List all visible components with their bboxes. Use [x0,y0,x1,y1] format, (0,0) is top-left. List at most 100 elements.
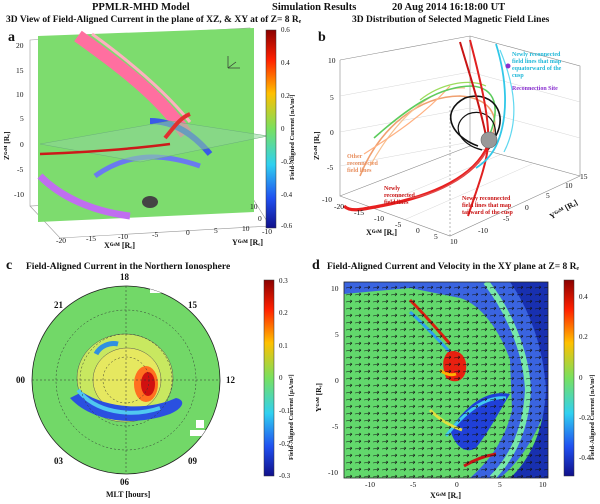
panel-a-title: 3D View of Field-Aligned Current in the … [6,15,302,25]
a-x-tick: -10 [118,232,128,241]
ann-reconnection-site: Reconnection Site [512,86,558,92]
mlt-label: 03 [54,456,63,466]
other-field-lines [359,95,496,177]
b-z-tick: -10 [322,195,332,204]
b-x-label: Xᴳˢᴹ [Rₑ] [366,228,397,237]
ann-newly-reconnected: Newly reconnected field lines [384,186,415,206]
b-y-tick: 15 [580,172,588,181]
a-x-tick: 0 [186,228,190,237]
a-y-label: Yᴳˢᴹ [Rₑ] [232,238,263,247]
c-cb-tick: 0.3 [279,277,288,285]
a-colorbar-label: Field-Aligned Current [nA/m²] [289,94,296,180]
ann-tailward: Newly reconnected field lines that map t… [462,196,513,216]
c-cb-tick: -0.3 [279,472,291,480]
a-cb-tick: -0.6 [281,222,293,230]
d-y-label: Yᴳˢᴹ [Rₑ] [314,382,323,412]
b-x-tick: 5 [434,232,438,241]
mlt-label: 18 [120,272,129,282]
d-cb-tick: 0.4 [579,293,588,301]
d-y-tick: 5 [335,330,339,339]
model-title: PPMLR-MHD Model [92,2,190,13]
d-y-tick: -10 [328,468,338,477]
b-x-tick: -20 [334,202,344,211]
mlt-axis-label: MLT [hours] [106,490,151,499]
d-cb-tick: -0.4 [579,454,591,462]
d-colorbar-label: Field-Aligned Current [nA/m²] [589,374,596,460]
b-y-tick: 0 [525,203,529,212]
b-y-tick: -5 [503,214,510,223]
closed-field-lines [449,95,501,149]
mlt-label: 21 [54,300,63,310]
d-cb-tick: 0 [579,374,583,382]
b-z-tick: 10 [328,56,336,65]
mlt-label: 06 [120,477,129,487]
a-z-tick: -10 [14,190,24,199]
a-cb-tick: 0.2 [281,92,290,100]
cyan-field-lines [475,43,506,169]
ann-cyan-lines: Newly reconnected field lines that map e… [512,52,562,79]
panel-b-figure [339,35,581,237]
earth [142,196,158,208]
a-x-label: Xᴳˢᴹ [Rₑ] [104,241,135,250]
a-y-tick: 10 [250,202,258,211]
colorbar-d [563,279,575,477]
d-x-tick: -10 [365,480,375,489]
c-cb-tick: -0.1 [279,407,291,415]
panel-b-title: 3D Distribution of Selected Magnetic Fie… [352,15,550,25]
c-cb-tick: 0 [279,374,283,382]
d-cb-tick: 0.2 [579,333,588,341]
b-z-tick: 5 [330,93,334,102]
a-cb-tick: -0.2 [281,158,293,166]
mlt-label: 09 [188,456,197,466]
d-cb-tick: -0.2 [579,414,591,422]
b-y-tick: 5 [546,191,550,200]
reconnection-site-marker [505,63,511,69]
a-z-tick: -5 [17,165,24,174]
current-arc-pink [74,30,192,138]
b-z-tick: -5 [327,163,334,172]
c-cb-tick: 0.2 [279,309,288,317]
colorbar-a [265,29,277,229]
mlt-label: 15 [188,300,197,310]
a-x-tick: -5 [152,230,159,239]
panel-c-letter: c [6,258,13,273]
a-y-tick: 0 [258,214,262,223]
mlt-label: 12 [226,375,235,385]
b-y-tick: -10 [478,226,488,235]
panel-d-title: Field-Aligned Current and Velocity in th… [327,262,579,272]
d-x-tick: 0 [455,480,459,489]
panel-c-title: Field-Aligned Current in the Northern Io… [26,262,231,272]
b-x-tick: -10 [374,214,384,223]
b-y-tick: 10 [565,181,573,190]
d-y-tick: -5 [332,422,339,431]
a-z-tick: 20 [16,41,24,50]
a-x-tick: 5 [214,226,218,235]
b-z-label: Zᴳˢᴹ [Rₑ] [312,131,321,160]
a-y-tick: -10 [262,227,272,236]
a-z-tick: 10 [16,90,24,99]
a-cb-tick: -0.4 [281,191,293,199]
panel-a-letter: a [8,30,15,45]
a-x-tick: -15 [86,234,96,243]
d-y-tick: 0 [335,376,339,385]
a-z-tick: 15 [16,66,24,75]
c-colorbar-label: Field-Aligned Current [μA/m²] [288,374,295,460]
results-title: Simulation Results [272,2,357,13]
d-x-tick: 5 [498,480,502,489]
b-x-tick: 10 [450,237,458,246]
panel-b-letter: b [318,30,326,45]
b-x-tick: -15 [354,208,364,217]
panel-c-figure [31,279,275,477]
d-x-tick: -5 [410,480,417,489]
a-x-tick: -20 [56,236,66,245]
earth [480,131,498,149]
velocity-vectors [344,282,548,478]
panel-d-figure [343,279,575,479]
a-cb-tick: 0 [281,125,285,133]
a-cb-tick: 0.4 [281,59,290,67]
d-x-tick: 10 [539,480,547,489]
a-z-label: Zᴳˢᴹ [Rₑ] [2,131,11,160]
b-x-tick: 0 [416,226,420,235]
a-z-tick: 0 [20,140,24,149]
datetime-title: 20 Aug 2014 16:18:00 UT [392,2,506,13]
